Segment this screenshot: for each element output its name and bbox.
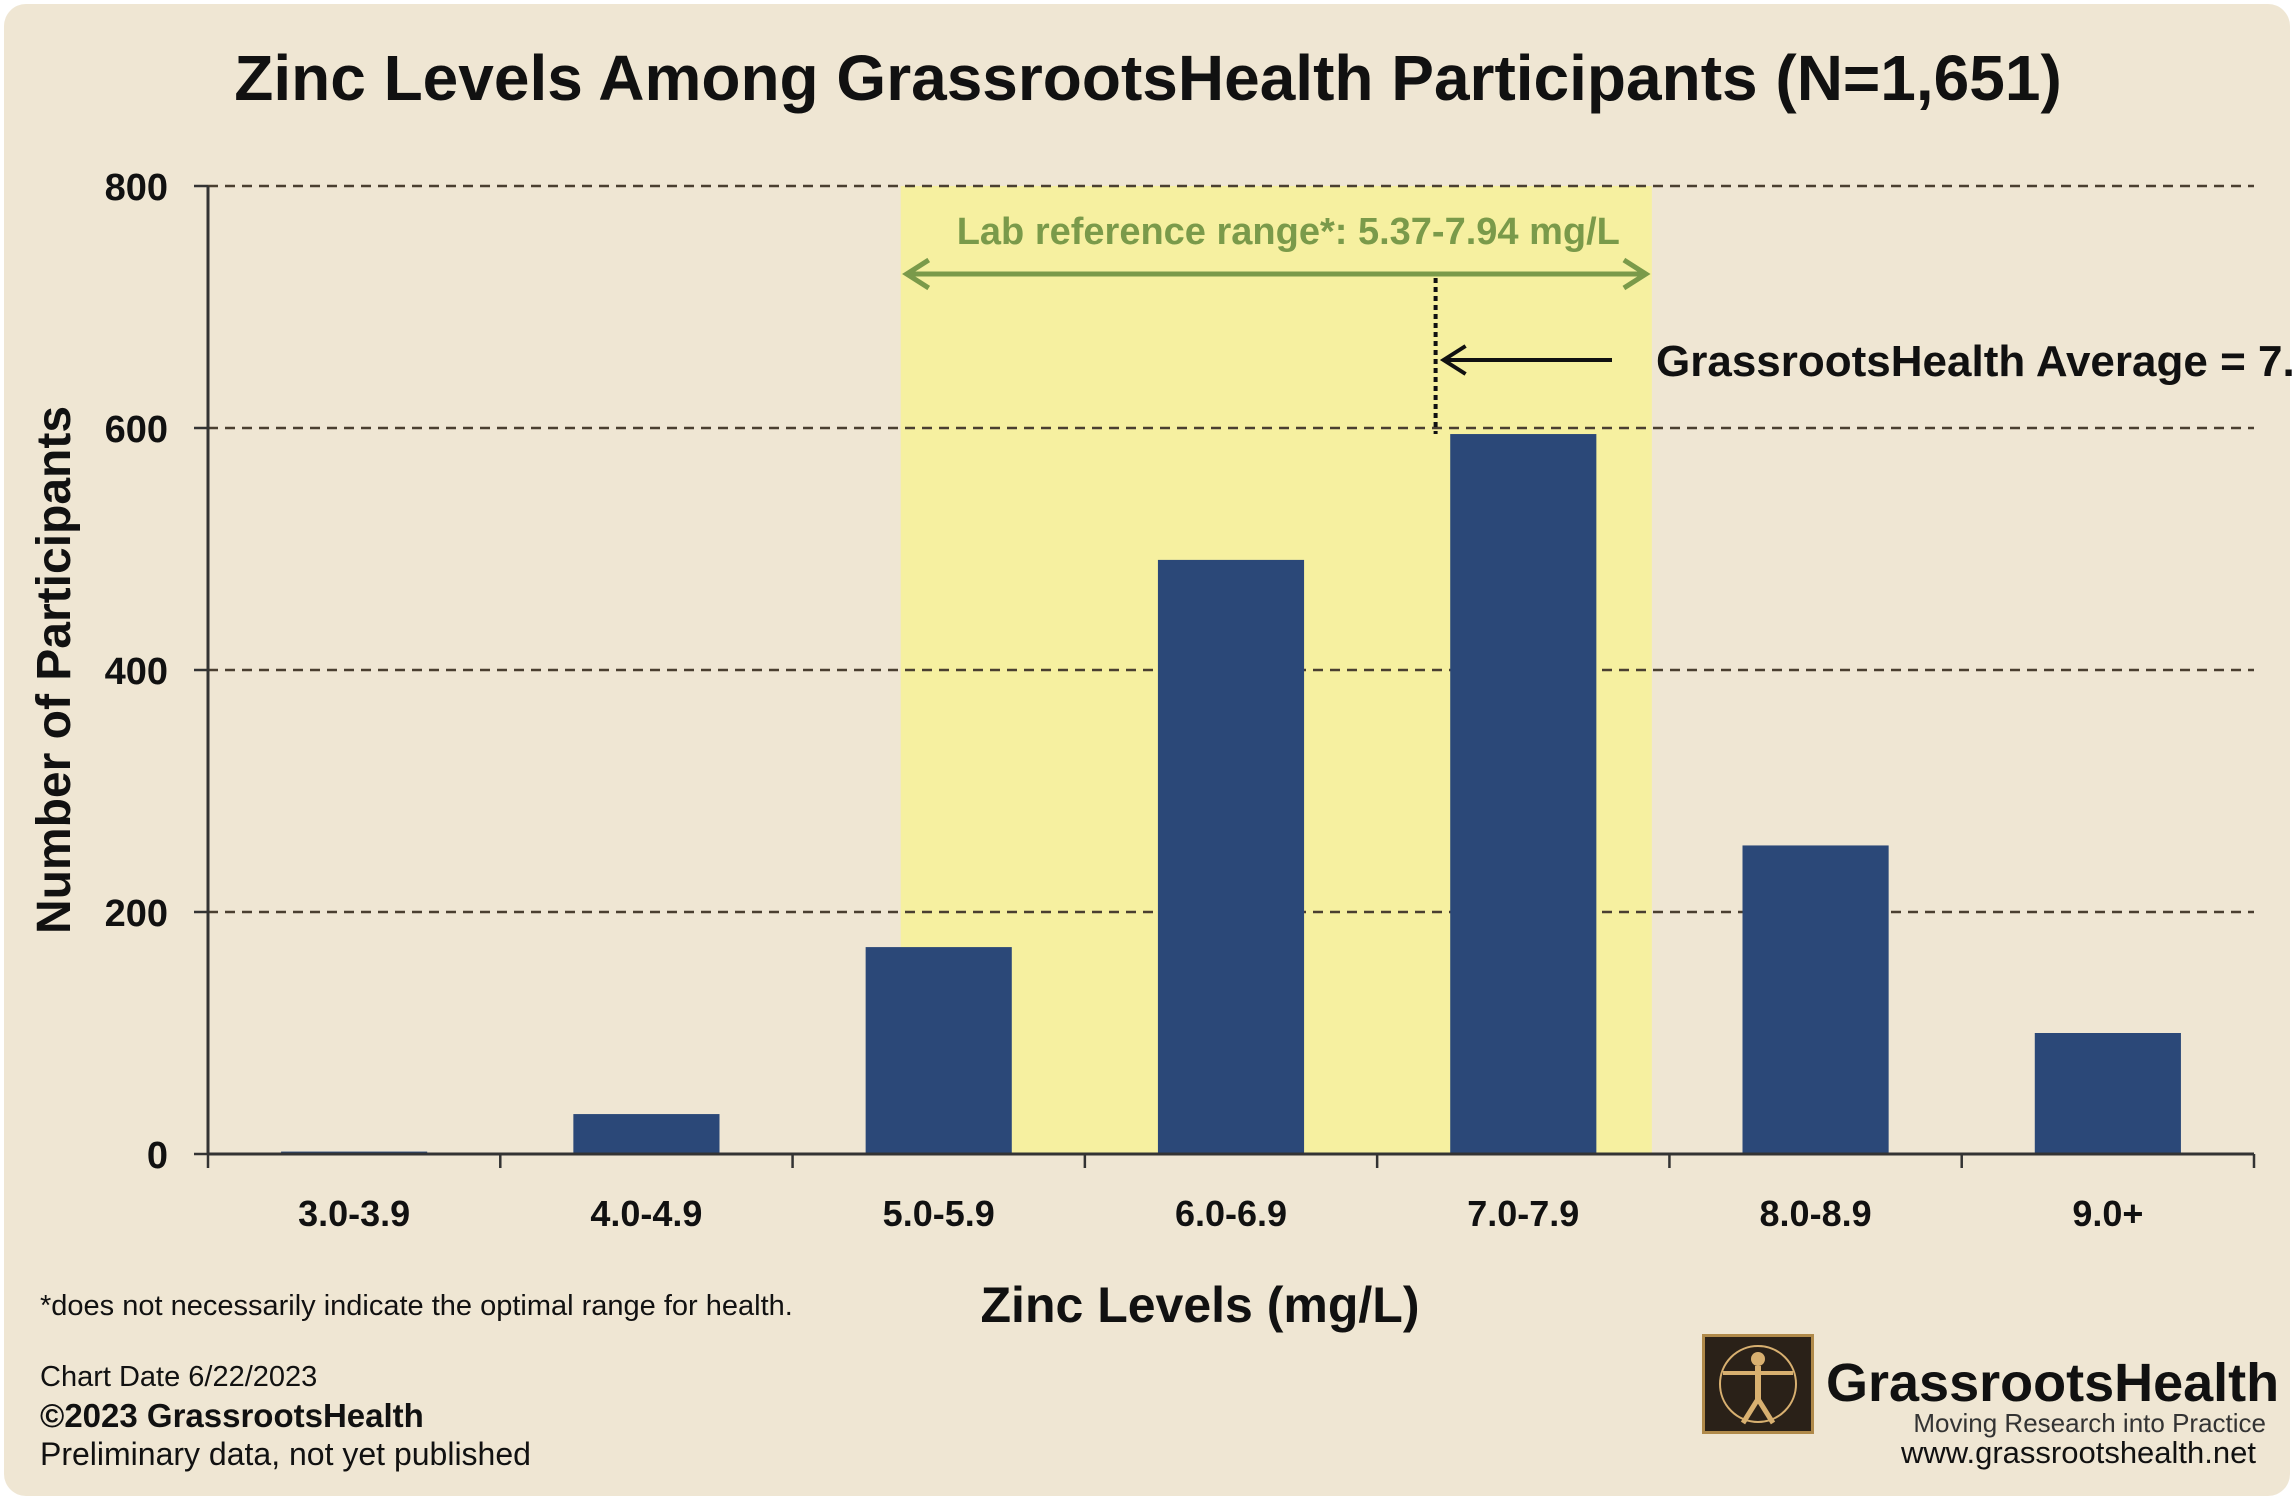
average-label: GrassrootsHealth Average = 7.2 mg/L [1656,337,2296,386]
bar-9.0+ [2034,1033,2181,1154]
copyright: ©2023 GrassrootsHealth [40,1397,424,1434]
website-url: www.grassrootshealth.net [1901,1435,2256,1470]
x-tick-label: 3.0-3.9 [298,1193,410,1234]
x-tick-label: 8.0-8.9 [1760,1193,1872,1234]
bar-8.0-8.9 [1742,845,1889,1154]
brand-tagline: Moving Research into Practice [1913,1408,2266,1438]
brand-name: GrassrootsHealth [1826,1353,2280,1413]
y-tick-label: 0 [147,1135,168,1177]
x-tick-label: 6.0-6.9 [1175,1193,1287,1234]
y-axis-label: Number of Participants [28,406,81,934]
x-tick-label: 5.0-5.9 [883,1193,995,1234]
bar-7.0-7.9 [1450,434,1597,1154]
footnote: *does not necessarily indicate the optim… [40,1290,793,1322]
reference-range-label: Lab reference range*: 5.37-7.94 mg/L [957,211,1620,253]
x-tick-label: 9.0+ [2072,1193,2143,1234]
arrowhead-left [902,257,931,291]
x-tick-label: 4.0-4.9 [590,1193,702,1234]
chart-date: Chart Date 6/22/2023 [40,1361,318,1393]
bar-5.0-5.9 [865,947,1012,1154]
bar-4.0-4.9 [573,1114,720,1154]
average-arrowhead [1439,344,1467,376]
y-tick-label: 200 [105,893,168,935]
arrowhead-right [1622,257,1651,291]
vitruvian-man-icon [1702,1334,1814,1434]
y-tick-label: 600 [105,409,168,451]
preliminary-note: Preliminary data, not yet published [40,1436,531,1472]
bar-6.0-6.9 [1157,559,1305,1154]
y-tick-label: 800 [105,167,168,209]
x-axis-label: Zinc Levels (mg/L) [981,1277,1420,1333]
chart-title: Zinc Levels Among GrassrootsHealth Parti… [234,42,2062,114]
y-tick-label: 400 [105,651,168,693]
x-tick-label: 7.0-7.9 [1467,1193,1579,1234]
